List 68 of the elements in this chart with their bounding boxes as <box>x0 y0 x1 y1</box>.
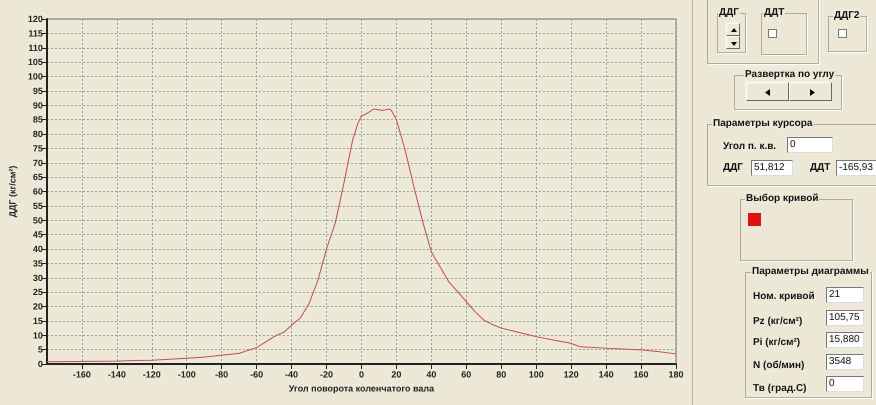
text: Ном. кривой <box>753 291 815 303</box>
y-tick-label: 80 <box>32 129 43 139</box>
y-tick-label: 20 <box>32 302 43 312</box>
text: 21 <box>826 287 864 303</box>
y-tick-label: 55 <box>32 200 43 211</box>
y-tick-label: 85 <box>32 114 43 125</box>
x-tick-label: 0 <box>358 370 364 380</box>
text: Выбор кривой <box>745 193 820 205</box>
y-tick-label: 115 <box>28 28 43 38</box>
text: 51,812 <box>751 160 793 176</box>
y-tick-label: 10 <box>32 330 43 340</box>
text: ДДТ <box>763 7 786 19</box>
text: ДДГ <box>718 7 740 19</box>
text: N (об/мин) <box>753 360 804 372</box>
y-tick-label: 70 <box>32 158 43 168</box>
x-tick-label: -20 <box>320 370 334 380</box>
y-tick-label: 100 <box>28 72 43 82</box>
text: 15,880 <box>826 332 864 348</box>
text: Параметры курсора <box>712 118 814 130</box>
text: Развертка по углу <box>744 69 836 81</box>
y-tick-label: 50 <box>32 215 43 226</box>
x-tick-label: 160 <box>634 370 649 380</box>
y-tick-label: 60 <box>32 186 43 196</box>
y-tick-label: 90 <box>32 100 43 110</box>
y-tick-label: 40 <box>32 244 43 254</box>
text: ДДГ <box>723 162 743 174</box>
text: -165,93 <box>836 160 876 176</box>
x-tick-label: -120 <box>142 370 161 380</box>
y-tick-label: 105 <box>28 57 43 68</box>
text: 3548 <box>826 354 864 370</box>
y-tick-label: 110 <box>28 42 43 53</box>
text: Pz (кг/см²) <box>753 316 802 328</box>
y-axis-title: ДДГ (кг/см²) <box>8 166 18 218</box>
y-tick-label: 0 <box>38 359 43 369</box>
x-tick-label: 120 <box>564 370 579 380</box>
x-tick-label: -100 <box>178 370 196 380</box>
y-tick-label: 15 <box>32 316 43 326</box>
x-tick-label: 60 <box>461 370 472 380</box>
text: Тв (град.С) <box>753 383 806 395</box>
y-tick-label: 35 <box>32 258 43 268</box>
x-tick-label: -80 <box>215 370 228 380</box>
x-tick-label: 20 <box>391 370 402 380</box>
y-tick-label: 95 <box>32 86 43 96</box>
text: ДДТ <box>810 162 830 174</box>
y-tick-label: 120 <box>28 14 43 24</box>
x-tick-label: -60 <box>250 370 264 380</box>
x-tick-label: -40 <box>285 370 298 380</box>
y-tick-label: 45 <box>32 230 43 240</box>
text: ДДГ2 <box>833 10 860 22</box>
y-tick-label: 65 <box>32 172 43 182</box>
text: Угол п. к.в. <box>723 141 776 153</box>
x-tick-label: 80 <box>496 370 506 380</box>
text: Параметры диаграммы <box>751 266 870 278</box>
line-series <box>46 108 676 362</box>
y-tick-label: 5 <box>38 344 43 355</box>
x-axis-title: Угол поворота коленчатого вала <box>288 383 436 394</box>
y-tick-label: 25 <box>32 287 43 298</box>
x-tick-label: 180 <box>668 370 684 380</box>
text: Pi (кг/см²) <box>753 337 800 349</box>
x-tick-label: -140 <box>108 370 126 380</box>
x-tick-label: -160 <box>72 370 91 380</box>
text: 105,75 <box>826 310 864 326</box>
y-tick-label: 30 <box>32 272 43 283</box>
x-tick-label: 40 <box>426 370 436 380</box>
x-tick-label: 100 <box>528 370 544 380</box>
y-tick-label: 75 <box>32 143 43 154</box>
text: 0 <box>787 137 833 153</box>
x-tick-label: 140 <box>598 370 614 380</box>
